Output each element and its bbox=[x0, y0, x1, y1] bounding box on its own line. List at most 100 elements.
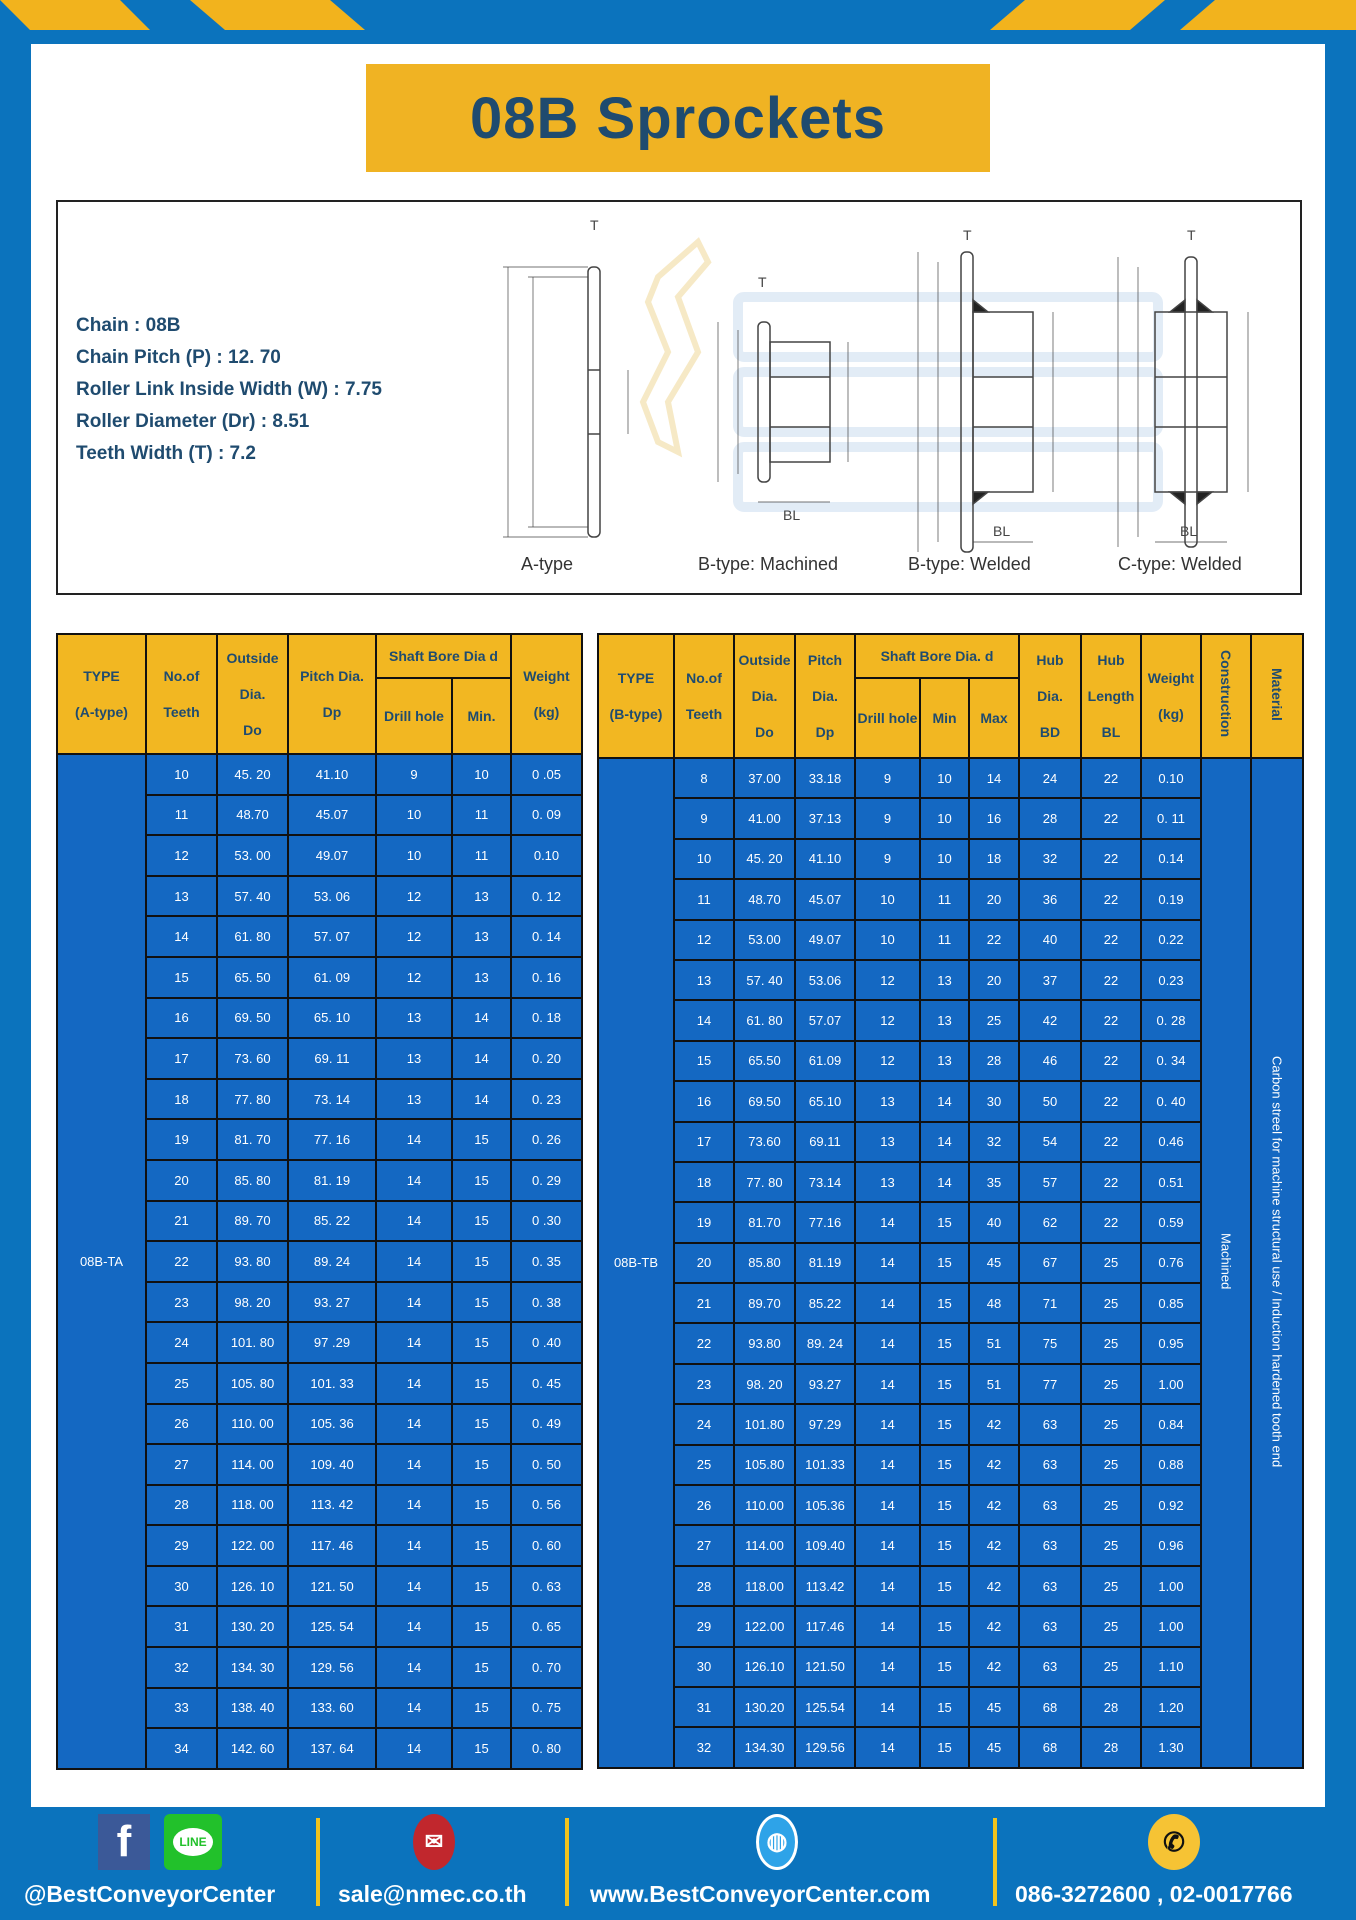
table-cell: 0. 28 bbox=[1140, 999, 1202, 1042]
table-cell: 130.20 bbox=[733, 1685, 796, 1729]
table-cell: 30 bbox=[968, 1080, 1020, 1123]
spec-roller: Roller Diameter (Dr) : 8.51 bbox=[76, 411, 310, 432]
table-cell: 0. 75 bbox=[510, 1686, 583, 1730]
table-cell: 14 bbox=[375, 1402, 453, 1446]
table-row: 24 101.80 97.29 14 15 42 63 25 0.84 bbox=[598, 1403, 1303, 1446]
header-hub-length: Hub Length BL bbox=[1080, 633, 1142, 759]
table-cell: 15 bbox=[919, 1322, 970, 1365]
table-cell: 133. 60 bbox=[287, 1686, 377, 1730]
table-cell: 25 bbox=[1080, 1322, 1142, 1365]
table-cell: 33.18 bbox=[794, 756, 856, 800]
table-row: 28 118.00 113.42 14 15 42 63 25 1.00 bbox=[598, 1564, 1303, 1608]
table-cell: 12 bbox=[854, 999, 921, 1042]
table-cell: 0.46 bbox=[1140, 1120, 1202, 1163]
table-cell: 1.00 bbox=[1140, 1605, 1202, 1648]
facebook-icon[interactable]: f bbox=[98, 1814, 150, 1870]
label-t: T bbox=[758, 274, 767, 290]
header-shaft-bore: Shaft Bore Dia. d bbox=[854, 633, 1020, 679]
table-cell: 14 bbox=[854, 1241, 921, 1285]
email-link[interactable]: sale@nmec.co.th bbox=[338, 1881, 527, 1907]
table-cell: 14 bbox=[854, 1362, 921, 1406]
table-cell: 89.70 bbox=[733, 1282, 796, 1325]
label-t: T bbox=[963, 227, 972, 243]
table-cell: 15 bbox=[919, 1403, 970, 1446]
table-cell: 14 bbox=[375, 1158, 453, 1202]
table-cell: 0. 12 bbox=[510, 874, 583, 918]
table-cell: 15 bbox=[919, 1201, 970, 1244]
table-cell: 45 bbox=[968, 1726, 1020, 1769]
table-cell: 54 bbox=[1018, 1120, 1082, 1163]
globe-icon: ◍ bbox=[756, 1814, 798, 1870]
table-cell: 57. 40 bbox=[733, 958, 796, 1002]
table-cell: 21 bbox=[145, 1199, 218, 1243]
header-weight: Weight (kg) bbox=[510, 633, 583, 755]
table-cell: 67 bbox=[1018, 1241, 1082, 1285]
spec-pitch: Chain Pitch (P) : 12. 70 bbox=[76, 347, 281, 368]
table-cell: 18 bbox=[673, 1160, 735, 1204]
decor-stripe bbox=[190, 0, 365, 30]
table-row: 21 89.70 85.22 14 15 48 71 25 0.85 bbox=[598, 1282, 1303, 1325]
table-cell: 0. 11 bbox=[1140, 797, 1202, 840]
social-handle[interactable]: @BestConveyorCenter bbox=[24, 1881, 276, 1907]
table-cell: 11 bbox=[673, 878, 735, 921]
table-cell: 13 bbox=[919, 1039, 970, 1083]
table-cell: 9 bbox=[854, 837, 921, 881]
table-cell: 53.06 bbox=[794, 958, 856, 1002]
table-cell: 14 bbox=[854, 1524, 921, 1567]
table-cell: 0 .05 bbox=[510, 753, 583, 796]
table-row: 26 110. 00 105. 36 14 15 0. 49 bbox=[57, 1402, 583, 1446]
table-cell: 27 bbox=[673, 1524, 735, 1567]
table-cell: 69. 11 bbox=[287, 1037, 377, 1080]
table-cell: 77 bbox=[1018, 1362, 1082, 1406]
decor-stripe bbox=[990, 0, 1165, 30]
table-row: 33 138. 40 133. 60 14 15 0. 75 bbox=[57, 1686, 583, 1730]
website-link[interactable]: www.BestConveyorCenter.com bbox=[590, 1881, 931, 1907]
table-row: 20 85. 80 81. 19 14 15 0. 29 bbox=[57, 1158, 583, 1202]
table-cell: 105. 36 bbox=[287, 1402, 377, 1446]
table-cell: 13 bbox=[854, 1160, 921, 1204]
phone-numbers[interactable]: 086-3272600 , 02-0017766 bbox=[1015, 1881, 1293, 1907]
table-cell: 85.22 bbox=[794, 1282, 856, 1325]
table-cell: 14 bbox=[919, 1120, 970, 1163]
table-cell: 26 bbox=[145, 1402, 218, 1446]
table-cell: 0. 29 bbox=[510, 1158, 583, 1202]
table-cell: 20 bbox=[673, 1241, 735, 1285]
table-cell: 89. 24 bbox=[287, 1240, 377, 1283]
table-cell: 68 bbox=[1018, 1685, 1082, 1729]
table-cell: 15 bbox=[673, 1039, 735, 1083]
table-cell: 35 bbox=[968, 1160, 1020, 1204]
line-icon[interactable]: LINE bbox=[164, 1814, 222, 1870]
table-cell: 22 bbox=[1080, 1039, 1142, 1083]
table-cell: 13 bbox=[451, 955, 512, 999]
table-cell: 134.30 bbox=[733, 1726, 796, 1769]
table-cell: 14 bbox=[673, 999, 735, 1042]
table-row: 31 130.20 125.54 14 15 45 68 28 1.20 bbox=[598, 1685, 1303, 1729]
table-cell: 13 bbox=[375, 1037, 453, 1080]
table-cell: 122.00 bbox=[733, 1605, 796, 1648]
table-cell: 15 bbox=[919, 1362, 970, 1406]
table-cell: 65.50 bbox=[733, 1039, 796, 1083]
table-cell: 10 bbox=[919, 837, 970, 881]
table-cell: 15 bbox=[919, 1645, 970, 1688]
table-cell: 12 bbox=[854, 1039, 921, 1083]
table-row: 24 101. 80 97 .29 14 15 0 .40 bbox=[57, 1321, 583, 1364]
table-cell: 42 bbox=[968, 1564, 1020, 1608]
label-t: T bbox=[1187, 227, 1196, 243]
a-type-drawing bbox=[503, 266, 629, 538]
table-cell: 33 bbox=[145, 1686, 218, 1730]
table-cell: 22 bbox=[1080, 1120, 1142, 1163]
header-teeth: No.of Teeth bbox=[673, 633, 735, 759]
table-cell: 15 bbox=[451, 1646, 512, 1689]
table-cell: 15 bbox=[919, 1726, 970, 1769]
table-cell: 14 bbox=[375, 1564, 453, 1608]
table-cell: 114. 00 bbox=[216, 1443, 289, 1486]
table-cell: 0.92 bbox=[1140, 1484, 1202, 1527]
table-cell: 14 bbox=[375, 1321, 453, 1364]
table-cell: 1.20 bbox=[1140, 1685, 1202, 1729]
table-cell: 30 bbox=[673, 1645, 735, 1688]
table-cell: 28 bbox=[145, 1483, 218, 1527]
table-cell: 126.10 bbox=[733, 1645, 796, 1688]
table-cell: 14 bbox=[375, 1524, 453, 1567]
table-cell: 22 bbox=[1080, 1080, 1142, 1123]
table-cell: 1.00 bbox=[1140, 1564, 1202, 1608]
